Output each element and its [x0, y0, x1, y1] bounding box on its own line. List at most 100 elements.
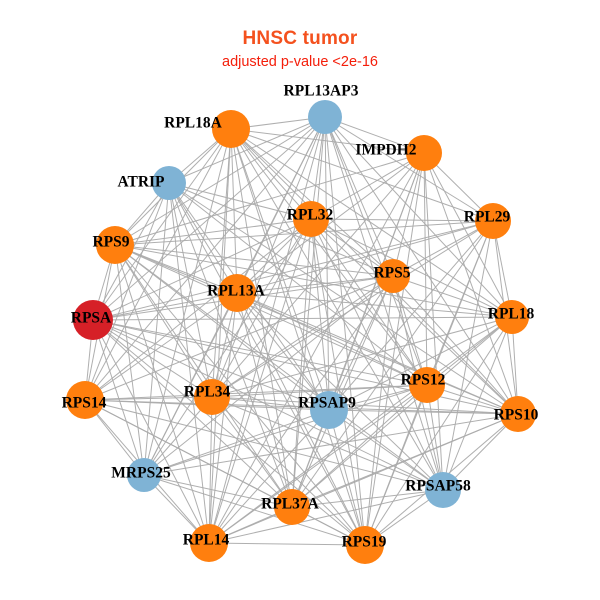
- edge-line: [291, 220, 494, 508]
- edge-line: [310, 218, 366, 546]
- edge-line: [208, 128, 232, 544]
- edge-line: [168, 182, 238, 294]
- node-label: RPS10: [494, 407, 539, 424]
- edge-line: [211, 396, 444, 491]
- edge-line: [236, 292, 519, 415]
- edge-line: [230, 128, 444, 491]
- edge-line: [92, 128, 232, 321]
- edge-line: [168, 182, 366, 546]
- edge-line: [324, 116, 366, 546]
- edge-line: [114, 244, 428, 386]
- edge-line: [392, 275, 519, 415]
- edge-line: [442, 316, 513, 491]
- edge-line: [364, 152, 425, 546]
- edge-line: [211, 152, 425, 398]
- network-node[interactable]: [190, 524, 228, 562]
- network-node[interactable]: [409, 367, 445, 403]
- node-label: RPL34: [184, 384, 231, 401]
- node-label: RPSA: [71, 310, 112, 327]
- node-label: RPL37A: [261, 496, 320, 513]
- edge-line: [324, 116, 494, 222]
- edge-line: [236, 292, 513, 318]
- edge-line: [423, 152, 444, 491]
- edge-line: [236, 292, 366, 546]
- network-node[interactable]: [127, 458, 161, 492]
- edge-line: [168, 182, 210, 544]
- network-node[interactable]: [495, 300, 529, 334]
- edge-line: [236, 275, 394, 294]
- node-label: MRPS25: [111, 465, 171, 482]
- network-node[interactable]: [346, 526, 384, 564]
- edge-line: [236, 292, 428, 386]
- node-label: RPL14: [183, 532, 230, 549]
- network-node[interactable]: [308, 100, 342, 134]
- network-node[interactable]: [293, 201, 329, 237]
- edge-line: [310, 218, 494, 222]
- edge-line: [423, 152, 428, 386]
- edge-line: [92, 319, 428, 386]
- network-node[interactable]: [310, 391, 348, 429]
- edge-line: [230, 128, 366, 546]
- edge-line: [168, 182, 312, 220]
- network-node[interactable]: [96, 226, 134, 264]
- node-label: RPL13AP3: [284, 83, 359, 100]
- edge-line: [208, 316, 513, 544]
- edge-line: [211, 128, 232, 398]
- network-node[interactable]: [152, 166, 186, 200]
- edge-line: [208, 409, 330, 544]
- edge-line: [364, 316, 513, 546]
- edge-line: [328, 275, 394, 411]
- edge-line: [143, 218, 312, 476]
- network-node[interactable]: [475, 203, 511, 239]
- node-label: ATRIP: [117, 174, 165, 191]
- edge-line: [208, 292, 238, 544]
- edge-line: [84, 399, 519, 415]
- network-node[interactable]: [406, 135, 442, 171]
- edge-line: [291, 116, 326, 508]
- nodes-group: [66, 100, 536, 564]
- edge-line: [114, 244, 513, 318]
- edge-line: [92, 319, 145, 476]
- node-label: RPL18A: [164, 115, 223, 132]
- network-node[interactable]: [66, 381, 104, 419]
- edge-line: [92, 319, 519, 415]
- edge-line: [310, 152, 425, 220]
- edge-line: [230, 128, 519, 415]
- node-label: RPSAP58: [405, 478, 471, 495]
- network-node[interactable]: [274, 489, 310, 525]
- network-node[interactable]: [425, 472, 461, 508]
- node-label: RPS19: [342, 534, 387, 551]
- network-node[interactable]: [73, 300, 113, 340]
- network-node[interactable]: [212, 110, 250, 148]
- edge-line: [328, 409, 366, 546]
- edge-line: [208, 275, 394, 544]
- edge-line: [92, 116, 326, 321]
- edge-line: [392, 275, 428, 386]
- edge-line: [114, 244, 293, 508]
- edge-line: [114, 218, 312, 246]
- network-node[interactable]: [194, 379, 230, 415]
- edge-line: [92, 292, 238, 321]
- edge-line: [143, 409, 330, 476]
- edge-line: [114, 152, 425, 246]
- edge-line: [143, 474, 366, 546]
- network-node[interactable]: [218, 274, 256, 312]
- node-label: RPS14: [62, 395, 107, 412]
- node-labels-group: RPL18A RPL13AP3 IMPDH2 ATRIP RPL32 RPL29 RPS9 R…: [62, 83, 539, 551]
- network-node[interactable]: [376, 259, 410, 293]
- edge-line: [114, 244, 330, 411]
- edge-line: [392, 152, 425, 277]
- edge-line: [168, 116, 326, 184]
- network-node[interactable]: [500, 396, 536, 432]
- edge-line: [92, 319, 293, 508]
- edge-line: [236, 292, 330, 411]
- edge-line: [328, 316, 513, 411]
- edge-line: [211, 396, 519, 415]
- edge-line: [143, 384, 428, 476]
- edge-line: [168, 182, 519, 415]
- edge-line: [208, 152, 425, 544]
- edge-line: [236, 220, 494, 294]
- edge-line: [143, 413, 519, 476]
